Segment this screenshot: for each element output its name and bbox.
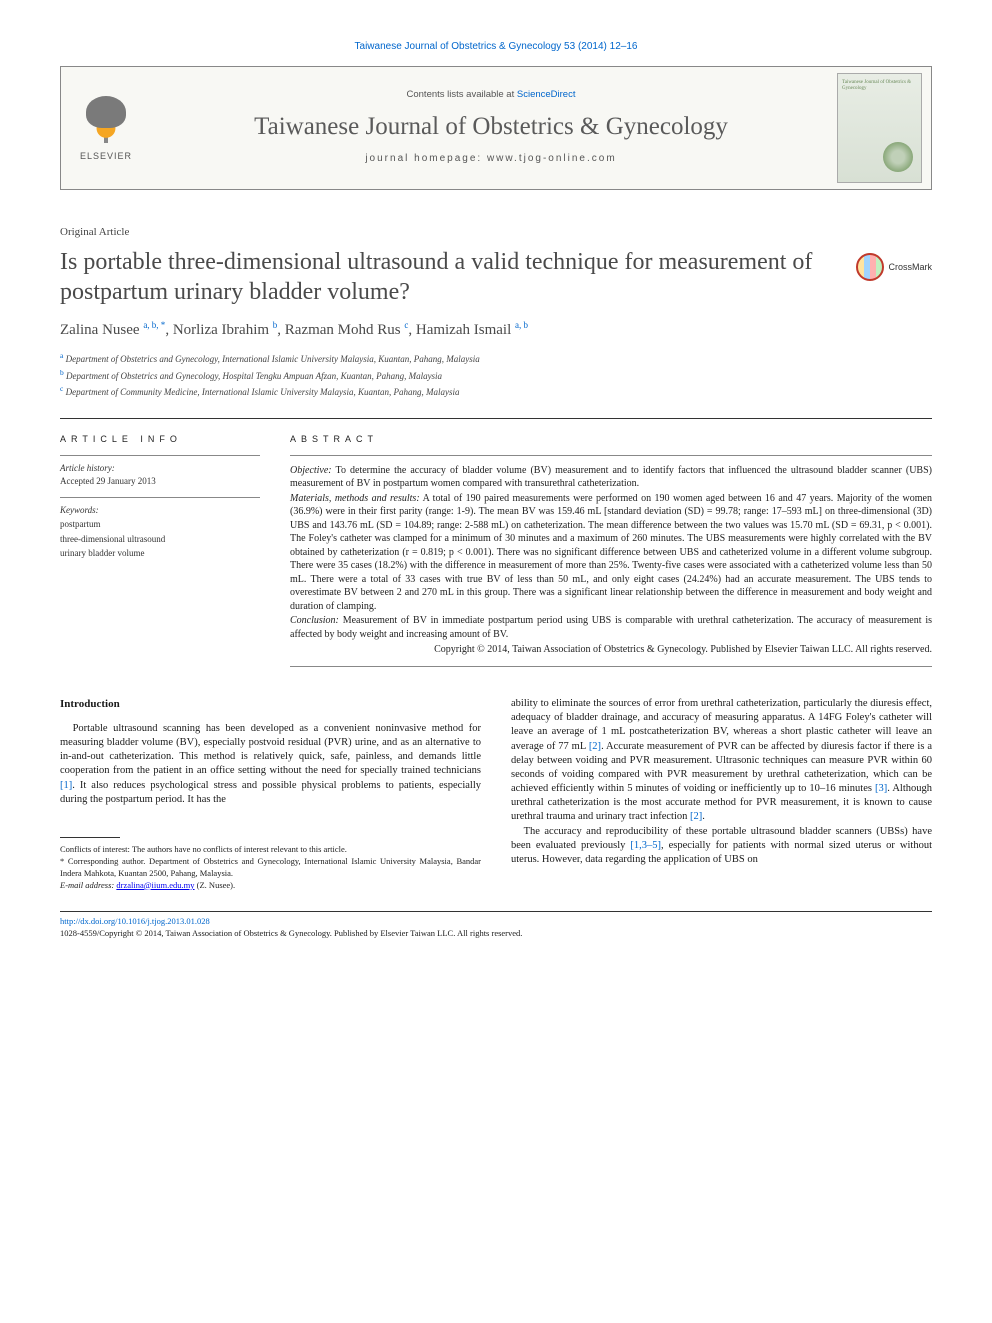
citation-line: Taiwanese Journal of Obstetrics & Gyneco… [60,40,932,54]
doi-link-line: http://dx.doi.org/10.1016/j.tjog.2013.01… [60,916,932,928]
methods-text: A total of 190 paired measurements were … [290,493,932,612]
corresponding-email-link[interactable]: drzalina@iium.edu.my [116,880,194,890]
title-row: Is portable three-dimensional ultrasound… [60,247,932,307]
ref-link[interactable]: [2] [690,811,702,822]
publisher-logo-col: ELSEVIER [61,84,151,170]
article-type: Original Article [60,226,129,238]
cover-caption: Taiwanese Journal of Obstetrics & Gyneco… [842,80,911,92]
accepted-date: Accepted 29 January 2013 [60,475,260,487]
page-footer: http://dx.doi.org/10.1016/j.tjog.2013.01… [60,911,932,940]
intro-para-1: Portable ultrasound scanning has been de… [60,722,481,807]
conclusion-text: Measurement of BV in immediate postpartu… [290,615,932,640]
authors-line: Zalina Nusee a, b, *, Norliza Ibrahim b,… [60,319,932,340]
elsevier-tree-icon [78,92,134,148]
journal-title-col: Contents lists available at ScienceDirec… [163,79,819,175]
conflicts-note: Conflicts of interest: The authors have … [60,844,481,856]
ref-link[interactable]: [1] [60,780,72,791]
intro-para-2: ability to eliminate the sources of erro… [511,697,932,825]
issn-copyright-line: 1028-4559/Copyright © 2014, Taiwan Assoc… [60,928,932,940]
keywords-list: postpartumthree-dimensional ultrasoundur… [60,517,260,560]
affiliations-block: a Department of Obstetrics and Gynecolog… [60,350,932,400]
objective-text: To determine the accuracy of bladder vol… [290,465,932,490]
journal-name: Taiwanese Journal of Obstetrics & Gyneco… [163,110,819,144]
keywords-section: Keywords: postpartumthree-dimensional ul… [60,497,260,560]
ref-link[interactable]: [2] [589,741,601,752]
crossmark-icon [856,253,884,281]
objective-label: Objective: [290,465,332,476]
conclusion-label: Conclusion: [290,615,339,626]
crossmark-widget[interactable]: CrossMark [856,253,932,281]
footnote-separator [60,837,120,838]
article-history-section: Article history: Accepted 29 January 201… [60,455,260,487]
keyword-item: three-dimensional ultrasound [60,532,260,546]
abstract-conclusion: Conclusion: Measurement of BV in immedia… [290,614,932,641]
article-info-col: ARTICLE INFO Article history: Accepted 2… [60,433,260,667]
journal-header-box: ELSEVIER Contents lists available at Sci… [60,66,932,190]
email-line: E-mail address: drzalina@iium.edu.my (Z.… [60,880,481,892]
info-abstract-row: ARTICLE INFO Article history: Accepted 2… [60,418,932,667]
publisher-name: ELSEVIER [80,150,132,162]
article-type-line: Original Article [60,220,932,242]
methods-label: Materials, methods and results: [290,493,420,504]
abstract-body: Objective: To determine the accuracy of … [290,455,932,667]
corresponding-author-note: * Corresponding author. Department of Ob… [60,856,481,880]
journal-cover-thumbnail[interactable]: Taiwanese Journal of Obstetrics & Gyneco… [837,73,922,183]
email-label: E-mail address: [60,880,114,890]
abstract-header: ABSTRACT [290,433,932,445]
elsevier-logo[interactable]: ELSEVIER [69,92,143,162]
contents-prefix: Contents lists available at [407,89,517,100]
keywords-label: Keywords: [60,504,260,516]
left-column: Introduction Portable ultrasound scannin… [60,697,481,891]
introduction-heading: Introduction [60,697,481,712]
abstract-col: ABSTRACT Objective: To determine the acc… [290,433,932,667]
body-columns: Introduction Portable ultrasound scannin… [60,697,932,891]
intro-para-3: The accuracy and reproducibility of thes… [511,825,932,868]
page: Taiwanese Journal of Obstetrics & Gyneco… [0,0,992,980]
sciencedirect-link[interactable]: ScienceDirect [517,89,576,100]
keyword-item: postpartum [60,517,260,531]
ref-link[interactable]: [1,3–5] [630,840,661,851]
footnotes: Conflicts of interest: The authors have … [60,844,481,892]
cover-thumbnail-col: Taiwanese Journal of Obstetrics & Gyneco… [831,67,931,189]
journal-homepage[interactable]: journal homepage: www.tjog-online.com [163,152,819,166]
abstract-copyright: Copyright © 2014, Taiwan Association of … [290,643,932,657]
email-author-suffix: (Z. Nusee). [197,880,235,890]
abstract-objective: Objective: To determine the accuracy of … [290,464,932,491]
abstract-methods: Materials, methods and results: A total … [290,492,932,614]
contents-available-line: Contents lists available at ScienceDirec… [163,89,819,102]
article-info-header: ARTICLE INFO [60,433,260,445]
ref-link[interactable]: [3] [875,783,887,794]
doi-link[interactable]: http://dx.doi.org/10.1016/j.tjog.2013.01… [60,916,210,926]
article-title: Is portable three-dimensional ultrasound… [60,247,836,307]
crossmark-label: CrossMark [888,261,932,273]
keyword-item: urinary bladder volume [60,546,260,560]
history-label: Article history: [60,462,260,474]
right-column: ability to eliminate the sources of erro… [511,697,932,891]
